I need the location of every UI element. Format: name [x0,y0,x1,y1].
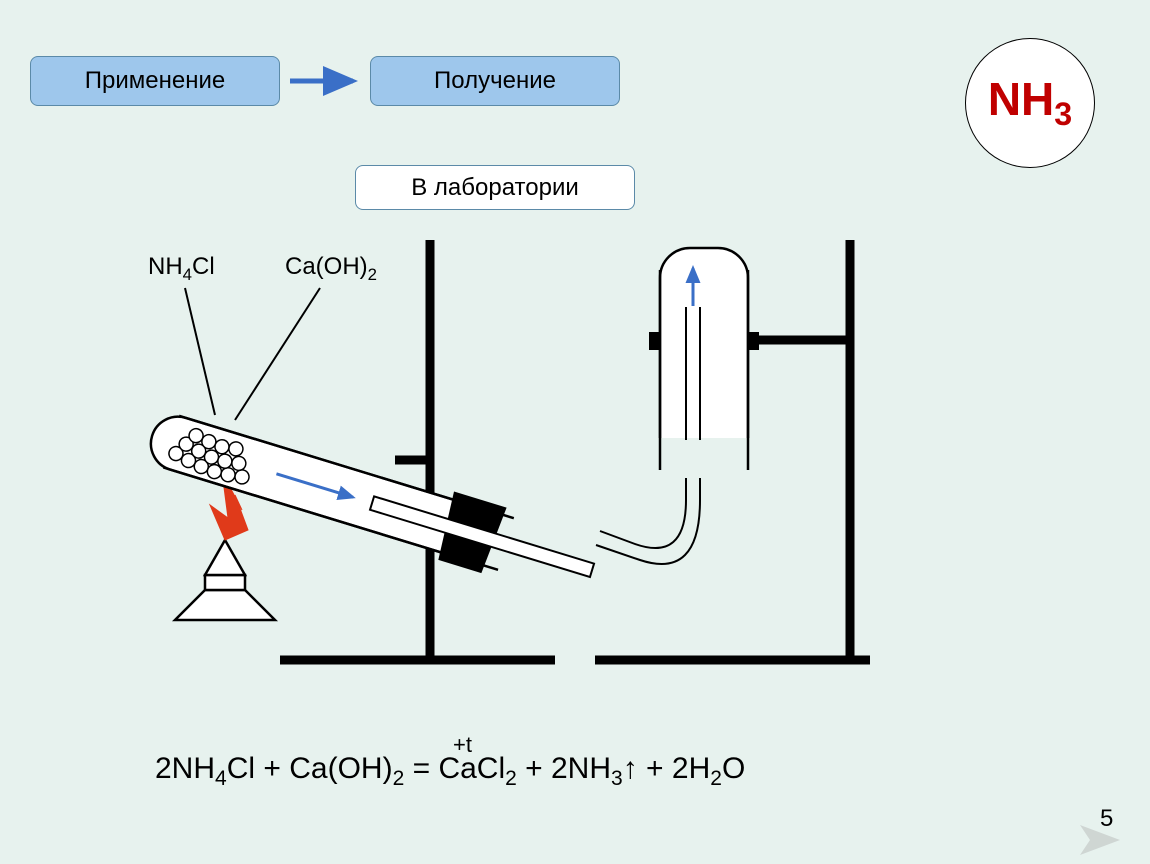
equation-text: 2NH4Cl + Ca(OH)2 = CaCl2 + 2NH3↑ + 2H2O [155,752,745,785]
next-arrow-icon[interactable] [1075,820,1130,860]
equation-condition: +t [453,732,472,758]
apparatus-diagram [0,0,1150,864]
collecting-tube [658,248,750,478]
chemical-equation: +t 2NH4Cl + Ca(OH)2 = CaCl2 + 2NH3↑ + 2H… [155,752,745,791]
